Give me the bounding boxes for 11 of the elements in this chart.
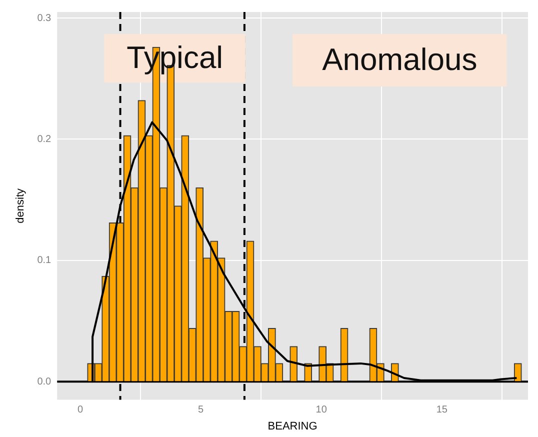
y-tick-label: 0.1 (37, 255, 52, 266)
x-tick-label: 5 (198, 404, 204, 416)
x-axis-title: BEARING (268, 420, 318, 432)
y-tick-label: 0.0 (37, 376, 52, 388)
y-tick-label: 0.3 (37, 12, 52, 24)
x-tick-label: 15 (436, 404, 448, 416)
x-tick-label: 0 (77, 404, 84, 416)
y-tick-label: 0.2 (37, 134, 52, 145)
annotation: Anomalous (322, 42, 478, 77)
x-tick-label: 10 (316, 404, 328, 416)
y-axis-title: density (14, 188, 27, 224)
